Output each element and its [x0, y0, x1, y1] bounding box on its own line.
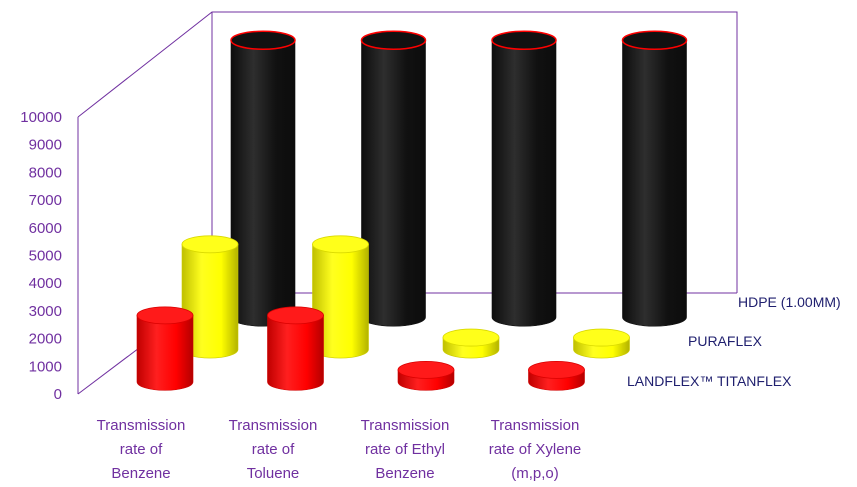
back-wall-outline	[77, 11, 738, 293]
y-tick-label: 8000	[29, 164, 62, 181]
y-tick-label: 10000	[20, 109, 62, 126]
y-tick-label: 0	[54, 386, 62, 403]
y-tick-label: 4000	[29, 275, 62, 292]
y-axis: 0 1000 2000 3000 4000 5000 6000 7000 8000 9000 100…	[20, 109, 62, 403]
bar-0-2	[397, 360, 455, 391]
x-category-label: Transmission rate of Ethyl Benzene	[361, 417, 450, 482]
bar-0-0	[136, 306, 194, 391]
y-tick-label: 3000	[29, 303, 62, 320]
bar-2-1	[360, 30, 427, 327]
x-category-label: Transmission rate of Toluene	[229, 417, 318, 482]
y-tick-label: 5000	[29, 248, 62, 265]
bar-1-3	[573, 328, 630, 359]
bar-2-2	[491, 30, 557, 327]
y-tick-label: 2000	[29, 331, 62, 348]
y-tick-label: 9000	[29, 137, 62, 154]
y-tick-label: 6000	[29, 220, 62, 237]
bar-2-3	[621, 30, 688, 327]
y-tick-label: 7000	[29, 192, 62, 209]
x-category-label: Transmission rate of Benzene	[97, 417, 186, 482]
bar-1-0	[181, 235, 239, 359]
bar-0-3	[528, 360, 585, 391]
series-labels: HDPE (1.00MM) PURAFLEX LANDFLEX™ TITANFLEX	[627, 294, 841, 389]
series-label: LANDFLEX™ TITANFLEX	[627, 373, 792, 389]
bar-1-2	[442, 328, 500, 359]
bar-2-0	[230, 30, 296, 327]
chart-cylinders	[136, 30, 688, 391]
y-tick-label: 1000	[29, 358, 62, 375]
series-label: PURAFLEX	[688, 333, 763, 349]
series-label: HDPE (1.00MM)	[738, 294, 841, 310]
chart-walls	[77, 11, 738, 395]
bar-0-1	[267, 306, 324, 391]
x-category-label: Transmission rate of Xylene (m,p,o)	[489, 417, 582, 482]
x-axis: Transmission rate of Benzene Transmission ra…	[97, 417, 582, 482]
